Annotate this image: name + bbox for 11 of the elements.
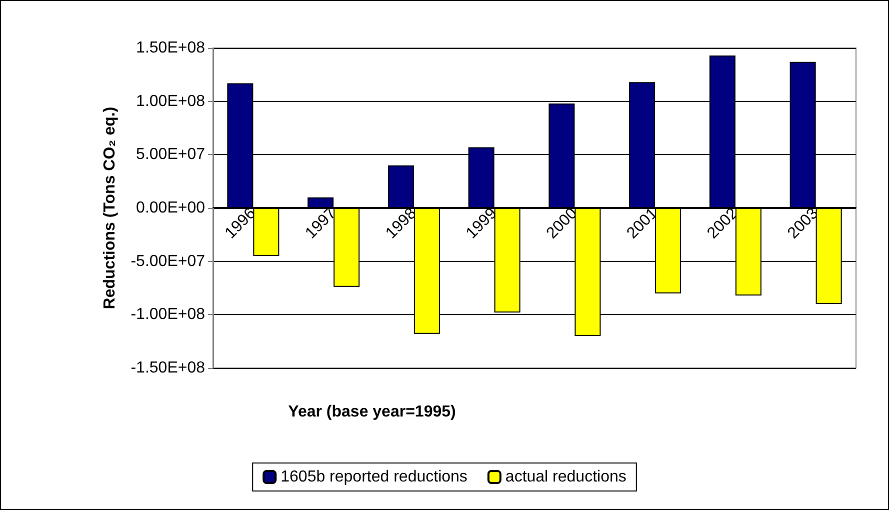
y-tick-label: 5.00E+07 bbox=[136, 146, 206, 164]
y-tick-label: -1.50E+08 bbox=[130, 360, 206, 376]
legend-label: 1605b reported reductions bbox=[280, 468, 468, 486]
y-tick-label: 1.00E+08 bbox=[136, 92, 206, 110]
y-tick-label: 0.00E+00 bbox=[136, 200, 206, 216]
x-axis-title: Year (base year=1995) bbox=[288, 404, 456, 420]
y-tick-label: 1.50E+08 bbox=[136, 40, 206, 56]
legend-label: actual reductions bbox=[505, 468, 626, 486]
y-tick-label: -5.00E+07 bbox=[130, 252, 206, 270]
y-tick-label: -1.00E+08 bbox=[130, 306, 206, 324]
y-axis-title: Reductions (Tons CO₂ eq.) bbox=[102, 106, 118, 310]
